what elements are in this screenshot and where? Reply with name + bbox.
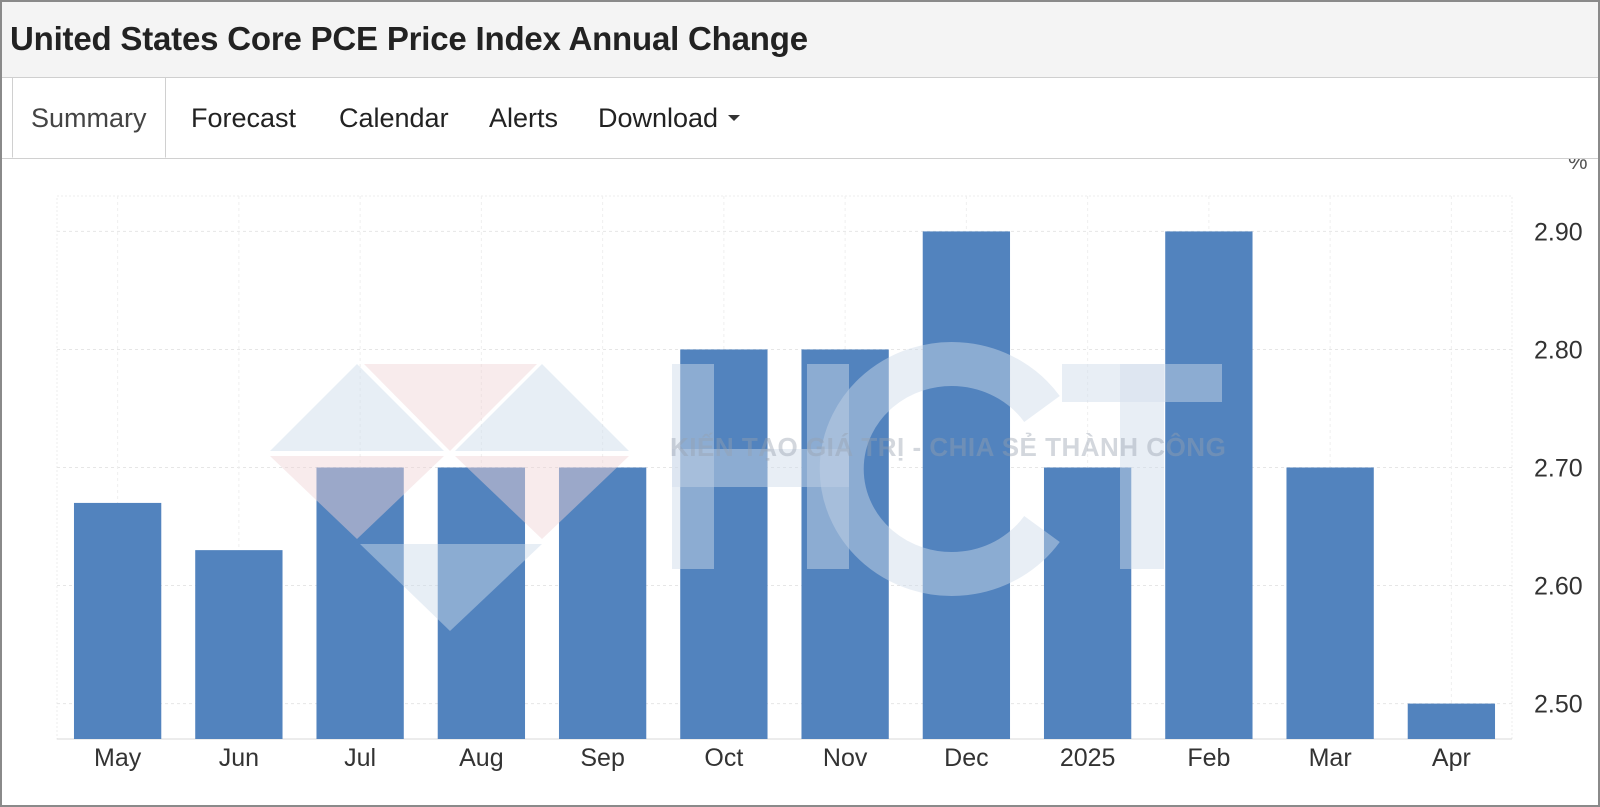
logo-h-bar [672, 449, 849, 487]
x-tick-label: Aug [459, 744, 503, 772]
x-tick-label: Nov [823, 744, 868, 772]
y-tick-label: 2.70 [1534, 455, 1583, 483]
tab-forecast-label: Forecast [191, 103, 297, 133]
watermark-logo [270, 342, 1222, 631]
y-unit-label: % [1568, 159, 1588, 174]
y-tick-label: 2.80 [1534, 336, 1583, 364]
bar-nov [801, 349, 889, 739]
x-tick-label: Apr [1432, 744, 1471, 772]
logo-t-bar [1062, 364, 1222, 402]
x-tick-label: Dec [944, 744, 988, 772]
x-tick-label: Mar [1309, 744, 1352, 772]
logo-h-left [672, 364, 714, 569]
tab-download-label: Download [598, 103, 719, 133]
bar-aug [437, 467, 526, 739]
page-title: United States Core PCE Price Index Annua… [10, 20, 808, 57]
bar-2025 [1043, 467, 1132, 739]
logo-triangle-red-right [455, 456, 629, 539]
chevron-down-icon [728, 114, 741, 121]
tab-calendar-label: Calendar [339, 103, 449, 133]
tab-alerts[interactable]: Alerts [489, 78, 558, 158]
y-tick-label: 2.90 [1534, 218, 1583, 246]
tab-forecast[interactable]: Forecast [191, 78, 296, 158]
bar-jul [316, 467, 404, 739]
title-bar: United States Core PCE Price Index Annua… [2, 2, 1598, 78]
logo-triangle-red-top [364, 364, 537, 451]
tab-alerts-label: Alerts [489, 103, 559, 133]
bar-chart: May Jun Jul Aug Sep Oct Nov Dec 2025 Feb Mar Apr 2.… [56, 159, 1588, 772]
bar-sep [558, 467, 647, 739]
bar-dec [922, 231, 1011, 740]
x-tick-label: Feb [1187, 744, 1230, 772]
x-tick-label: Jul [344, 744, 376, 772]
bar-apr [1407, 703, 1496, 739]
x-tick-label: Sep [580, 744, 624, 772]
logo-c [819, 342, 1060, 596]
tab-summary[interactable]: Summary [12, 78, 166, 158]
bar-may [73, 502, 162, 739]
x-tick-label: May [94, 744, 142, 772]
y-axis-labels: 2.50 2.60 2.70 2.80 2.90 [1534, 218, 1583, 718]
tab-bar: Summary Forecast Calendar Alerts Downloa… [2, 78, 1598, 159]
bar-jun [195, 550, 283, 739]
bars-layer [73, 231, 1496, 740]
bar-oct [680, 349, 768, 739]
x-axis-labels: May Jun Jul Aug Sep Oct Nov Dec 2025 Feb Mar Apr [94, 744, 1471, 772]
bar-feb [1165, 231, 1253, 740]
logo-triangle-red-left [270, 456, 444, 539]
tab-download[interactable]: Download [598, 78, 741, 158]
x-tick-label: Oct [704, 744, 743, 772]
logo-triangle-blue-bottom [360, 544, 542, 631]
x-tick-label: Jun [219, 744, 259, 772]
x-tick-label: 2025 [1060, 744, 1116, 772]
logo-h-right [807, 364, 849, 569]
bar-mar [1286, 467, 1374, 739]
logo-triangle-blue-left [270, 364, 444, 451]
y-tick-label: 2.50 [1534, 691, 1583, 719]
tab-summary-label: Summary [31, 103, 147, 133]
tab-calendar[interactable]: Calendar [339, 78, 449, 158]
logo-triangle-blue-right [455, 364, 629, 451]
y-tick-label: 2.60 [1534, 573, 1583, 601]
watermark-tagline: KIẾN TẠO GIÁ TRỊ - CHIA SẺ THÀNH CÔNG [670, 432, 1227, 462]
logo-t-stem [1120, 364, 1164, 569]
